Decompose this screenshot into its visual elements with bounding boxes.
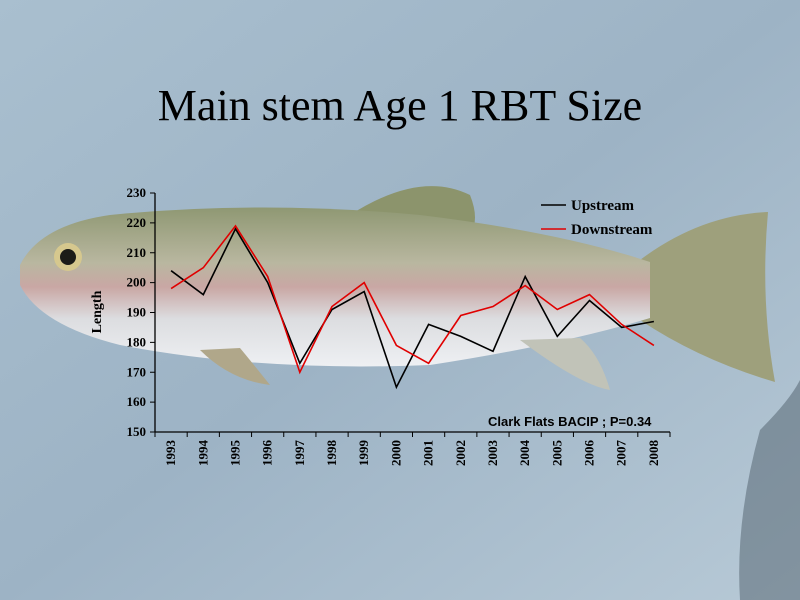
y-axis-title: Length	[90, 290, 105, 333]
y-tick-label: 150	[127, 424, 147, 439]
slide-title: Main stem Age 1 RBT Size	[157, 81, 643, 130]
x-tick-label: 1999	[356, 440, 371, 467]
x-tick-label: 2001	[421, 440, 436, 466]
chart-annotation: Clark Flats BACIP ; P=0.34	[488, 414, 652, 429]
y-tick-label: 190	[127, 305, 147, 320]
chart-axes: 150 160 170 180 190 200 210 220 230 1993 1994 1995 1…	[90, 185, 671, 467]
x-tick-label: 2004	[517, 440, 532, 467]
x-tick-label: 1996	[260, 440, 275, 467]
chart-series	[170, 224, 655, 390]
x-tick-label: 1998	[324, 440, 339, 467]
x-tick-label: 2006	[582, 440, 597, 467]
x-tick-label: 2008	[646, 440, 661, 467]
legend-label: Downstream	[571, 222, 653, 238]
x-tick-label: 2002	[453, 440, 468, 466]
series-line-upstream	[170, 227, 655, 390]
x-tick-label: 2005	[549, 440, 564, 467]
x-tick-label: 1997	[292, 440, 307, 467]
y-tick-label: 170	[127, 364, 147, 379]
x-tick-label: 2000	[388, 440, 403, 466]
x-tick-label: 2003	[485, 440, 500, 467]
y-tick-label: 180	[127, 334, 147, 349]
chart-legend: Upstream Downstream	[541, 198, 653, 238]
y-tick-label: 200	[127, 275, 147, 290]
y-tick-label: 160	[127, 394, 147, 409]
x-tick-label: 1995	[227, 440, 242, 467]
legend-label: Upstream	[571, 198, 635, 214]
series-line-downstream	[170, 224, 655, 375]
y-tick-label: 210	[127, 245, 147, 260]
y-tick-label: 220	[127, 215, 147, 230]
y-tick-label: 230	[127, 185, 147, 200]
x-tick-label: 1993	[163, 440, 178, 467]
x-tick-label: 2007	[614, 440, 629, 467]
x-tick-label: 1994	[195, 440, 210, 467]
